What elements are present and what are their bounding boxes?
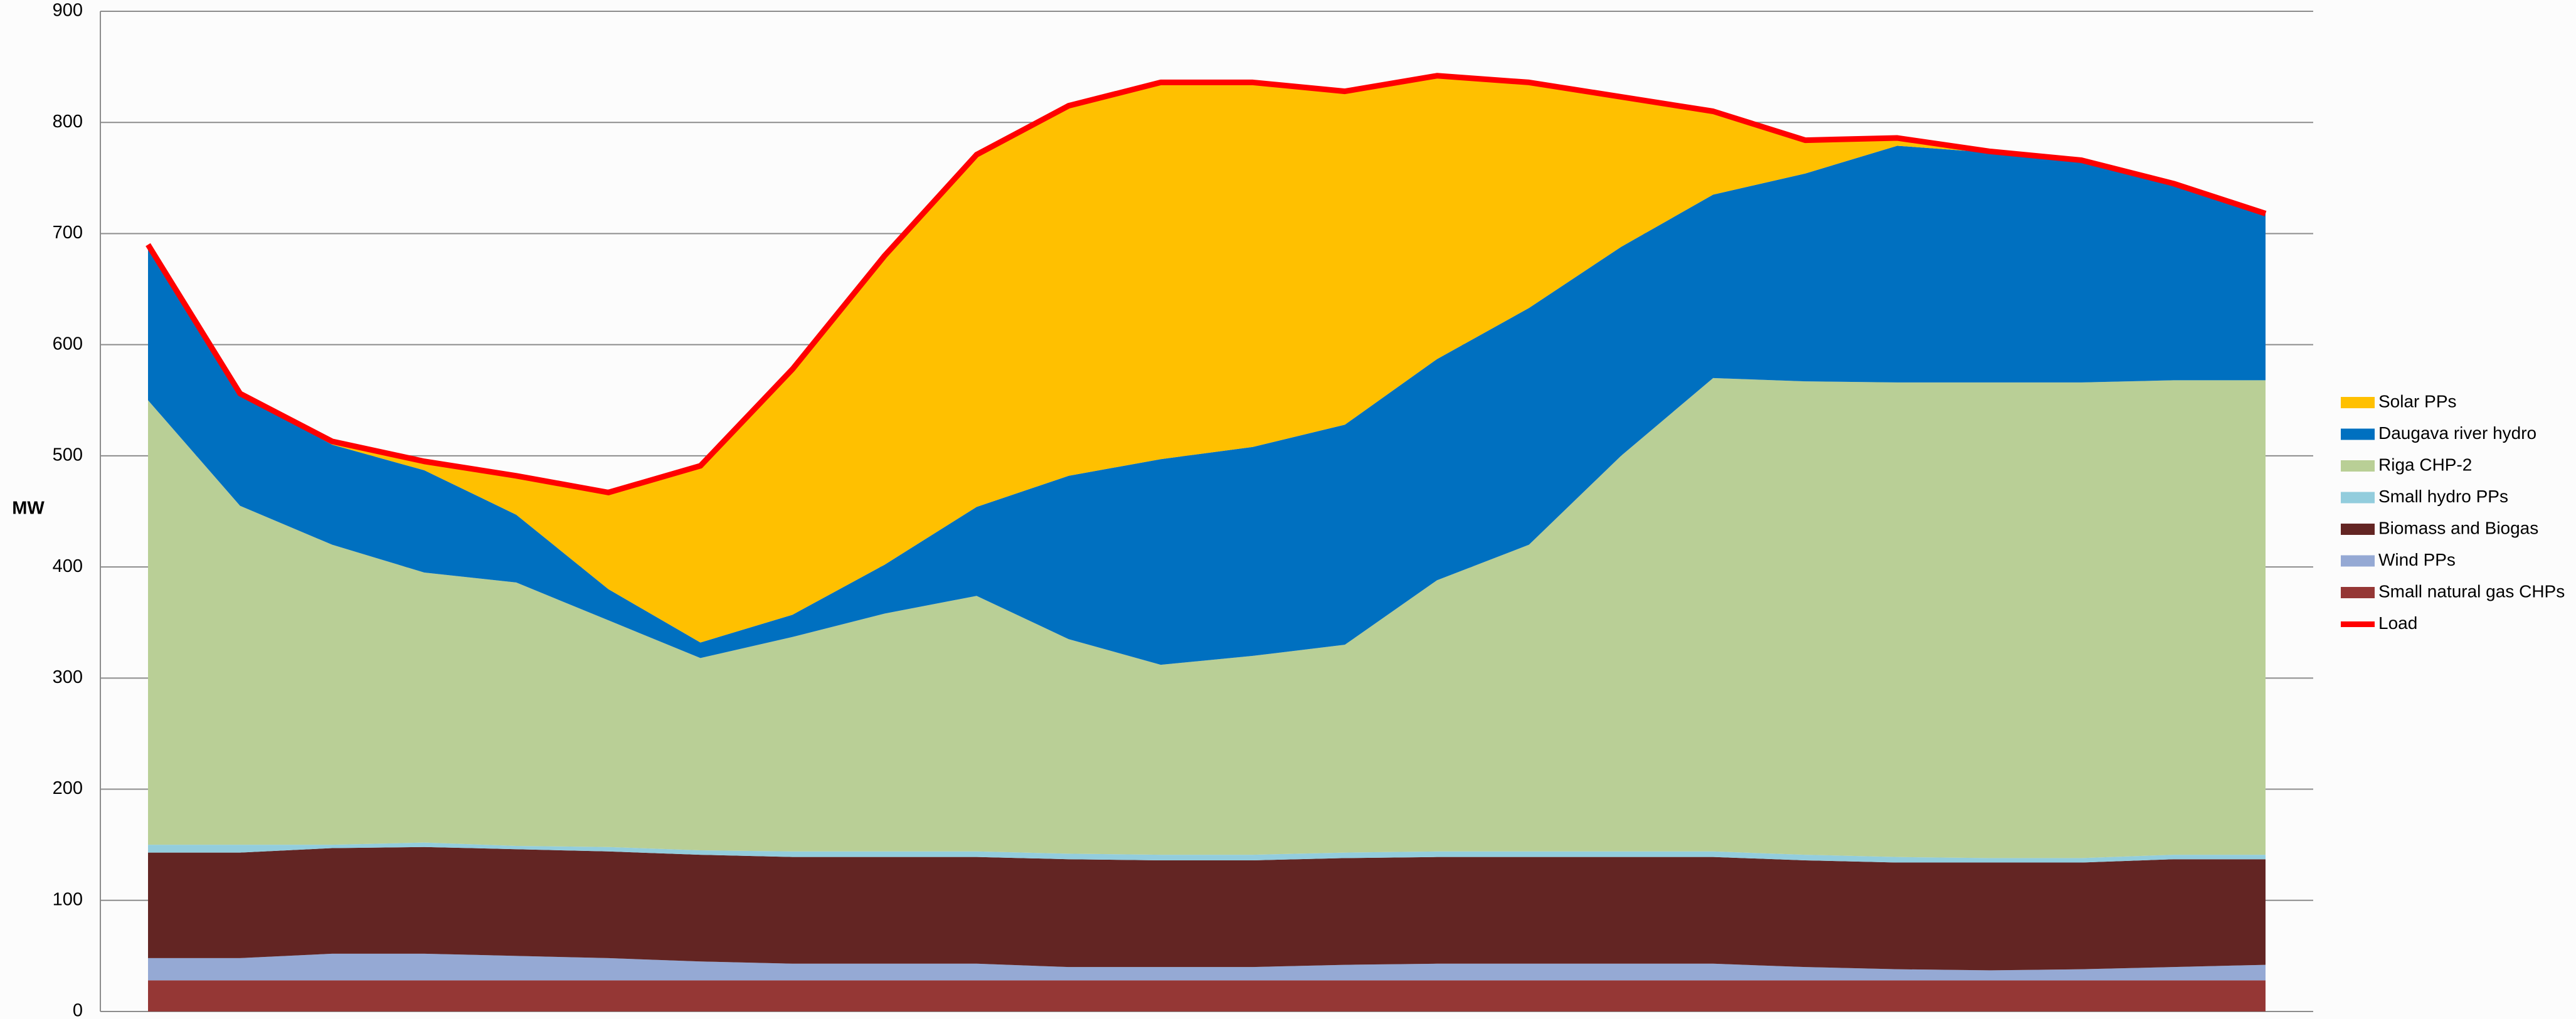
y-tick-label: 600 xyxy=(53,334,83,354)
legend-label: Small natural gas CHPs xyxy=(2378,581,2565,601)
area xyxy=(148,842,2266,863)
y-tick-label: 500 xyxy=(53,445,83,465)
legend-swatch xyxy=(2341,397,2375,408)
area xyxy=(148,75,2266,643)
legend-label: Biomass and Biogas xyxy=(2378,518,2538,537)
y-tick-label: 400 xyxy=(53,556,83,576)
legend-swatch xyxy=(2341,460,2375,472)
legend-label: Riga CHP-2 xyxy=(2378,455,2472,474)
legend-swatch xyxy=(2341,587,2375,598)
legend-label: Daugava river hydro xyxy=(2378,423,2536,443)
y-tick-label: 700 xyxy=(53,223,83,243)
legend-label: Small hydro PPs xyxy=(2378,487,2508,506)
legend-swatch xyxy=(2341,555,2375,567)
y-tick-label: 900 xyxy=(53,1,83,21)
y-tick-label: 300 xyxy=(53,667,83,687)
y-axis-label: MW xyxy=(12,499,45,519)
line xyxy=(146,73,2267,495)
area xyxy=(148,980,2266,1011)
legend-swatch xyxy=(2341,524,2375,535)
legend-swatch xyxy=(2341,428,2375,440)
legend-label: Solar PPs xyxy=(2378,391,2457,411)
legend-label: Load xyxy=(2378,613,2417,633)
y-tick-label: 0 xyxy=(73,1001,83,1019)
area xyxy=(148,378,2266,858)
legend-label: Wind PPs xyxy=(2378,550,2456,569)
y-tick-label: 100 xyxy=(53,889,83,909)
area xyxy=(148,847,2266,971)
legend-swatch xyxy=(2341,492,2375,504)
y-tick-label: 800 xyxy=(53,112,83,132)
area xyxy=(148,145,2266,665)
areas xyxy=(148,75,2266,1011)
y-tick-label: 200 xyxy=(53,778,83,798)
